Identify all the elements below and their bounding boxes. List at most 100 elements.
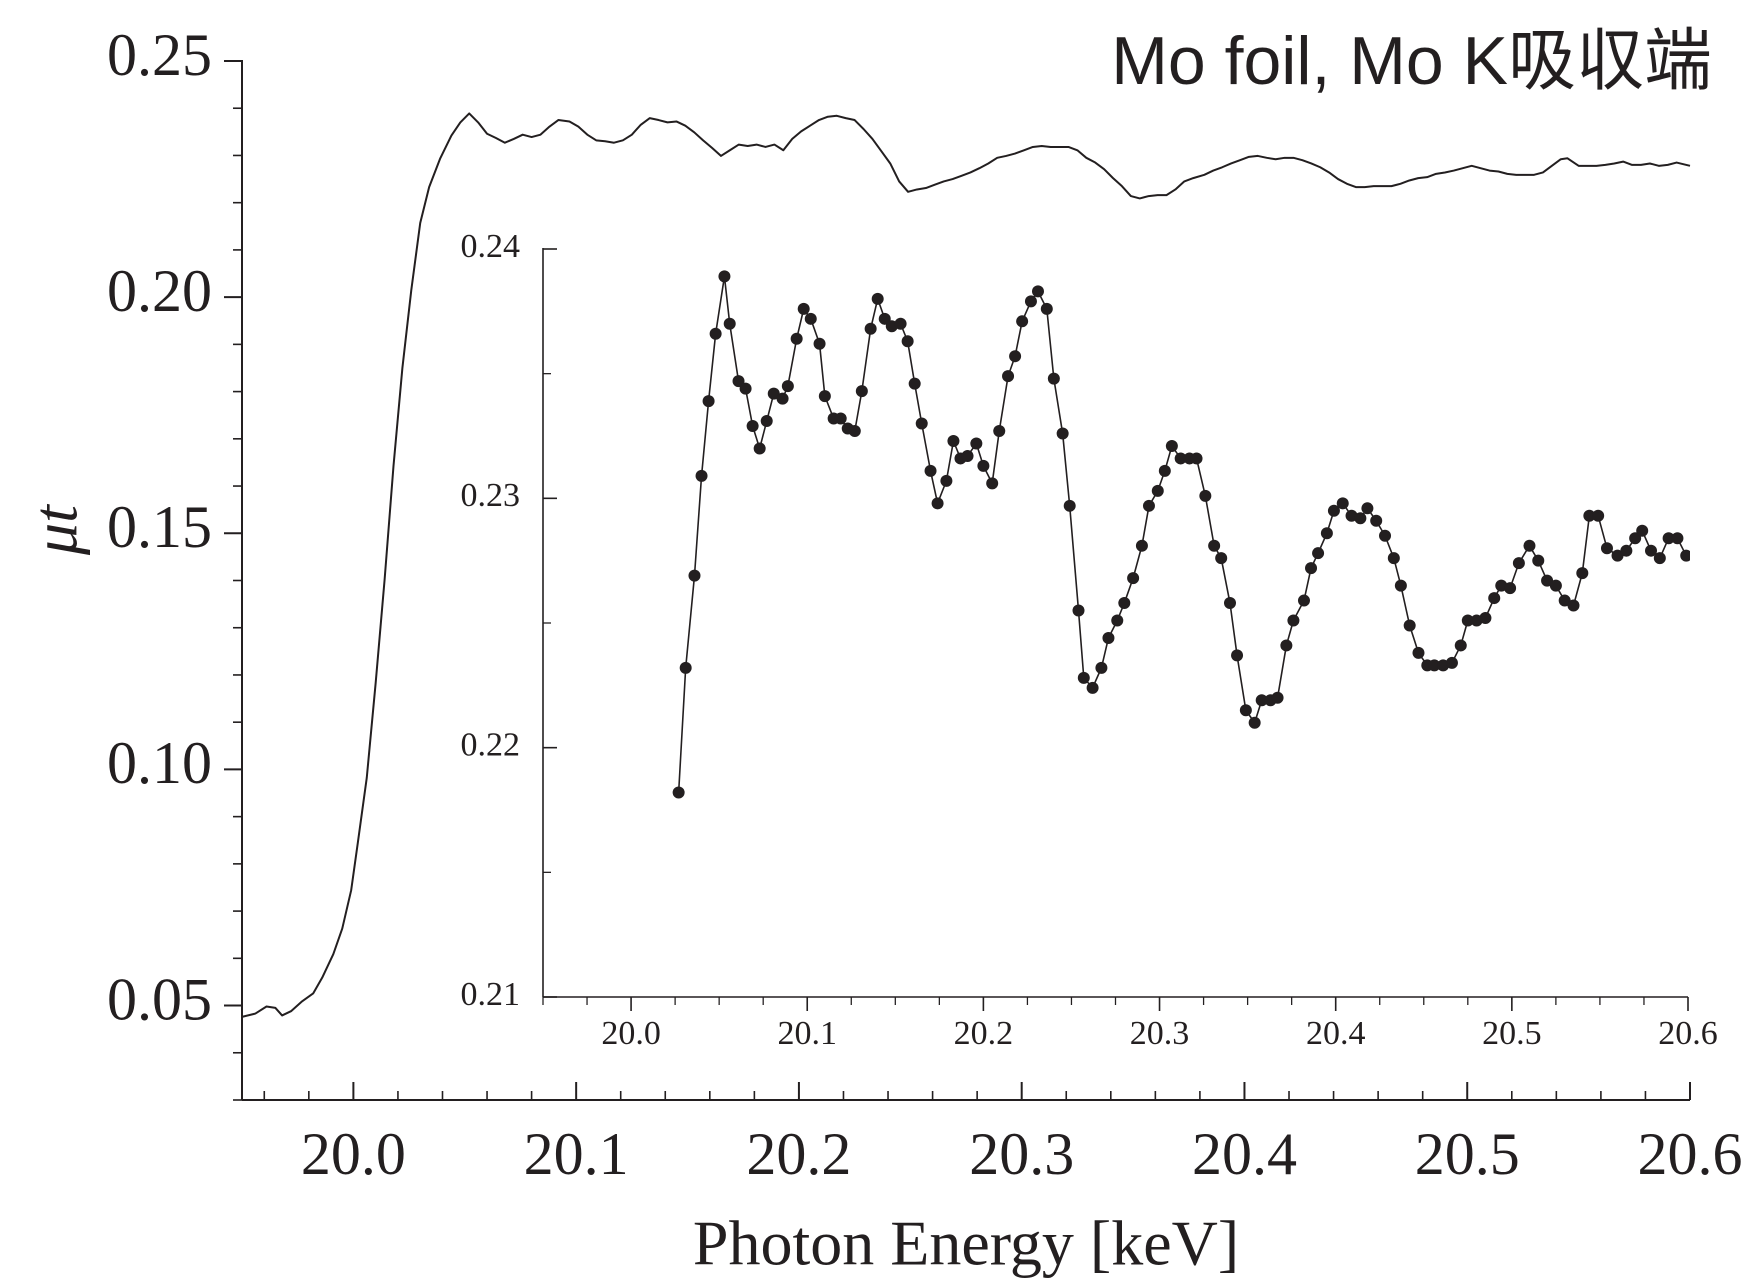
data-point <box>1541 574 1554 587</box>
data-point <box>1255 694 1268 707</box>
data-point <box>1165 439 1178 452</box>
data-point <box>1592 509 1605 522</box>
plot-area <box>672 270 1690 799</box>
data-line <box>677 275 1687 793</box>
data-line <box>241 112 1691 1018</box>
x-tick-label: 20.2 <box>746 1121 851 1187</box>
y-tick-label: 0.24 <box>461 228 521 265</box>
data-point <box>672 786 685 799</box>
x-tick-label: 20.1 <box>777 1015 837 1052</box>
data-point <box>1653 552 1666 565</box>
data-point <box>1567 599 1580 612</box>
y-tick-label: 0.15 <box>107 494 212 560</box>
x-tick-label: 20.0 <box>301 1121 406 1187</box>
data-point <box>1488 592 1501 605</box>
data-point <box>1231 649 1244 662</box>
data-point <box>688 569 701 582</box>
data-point <box>871 292 884 305</box>
data-point <box>1327 504 1340 517</box>
data-point <box>1102 631 1115 644</box>
data-point <box>1248 716 1261 729</box>
data-point <box>702 395 715 408</box>
data-point <box>1379 529 1392 542</box>
data-point <box>1629 532 1642 545</box>
data-point <box>908 377 921 390</box>
data-point <box>1127 572 1140 585</box>
data-point <box>1680 549 1690 562</box>
data-point <box>1532 554 1545 567</box>
data-point <box>1031 285 1044 298</box>
x-tick-label: 20.3 <box>969 1121 1074 1187</box>
data-point <box>767 387 780 400</box>
data-point <box>1583 509 1596 522</box>
data-point <box>1287 614 1300 627</box>
y-tick-label: 0.05 <box>107 966 212 1032</box>
data-point <box>970 437 983 450</box>
data-point <box>1461 614 1474 627</box>
data-point <box>1354 512 1367 525</box>
data-point <box>1086 681 1099 694</box>
x-tick-label: 20.2 <box>954 1015 1014 1052</box>
data-point <box>1224 597 1236 610</box>
data-point <box>1428 659 1441 672</box>
data-point <box>1151 484 1164 497</box>
x-axis-label: Photon Energy [keV] <box>693 1208 1239 1279</box>
data-point <box>776 392 789 405</box>
data-point <box>1336 497 1349 510</box>
data-point <box>695 469 708 482</box>
y-tick-label: 0.21 <box>461 976 521 1013</box>
data-point <box>1370 514 1383 527</box>
data-point <box>1512 557 1525 570</box>
data-point <box>1620 544 1633 557</box>
data-point <box>1135 539 1148 552</box>
x-tick-label: 20.6 <box>1638 1121 1742 1187</box>
data-point <box>1312 547 1325 560</box>
data-point <box>1077 671 1090 684</box>
data-point <box>961 449 974 462</box>
data-point <box>746 420 759 433</box>
data-point <box>940 474 953 487</box>
data-point <box>732 375 745 388</box>
data-point <box>760 415 773 428</box>
plot-area <box>241 112 1691 1018</box>
data-point <box>931 497 944 510</box>
data-point <box>1387 552 1400 565</box>
data-point <box>1479 612 1492 625</box>
x-tick-label: 20.0 <box>601 1015 661 1052</box>
x-tick-label: 20.4 <box>1192 1121 1297 1187</box>
data-point <box>1040 302 1053 315</box>
data-point <box>1671 532 1684 545</box>
data-point <box>1199 489 1212 502</box>
data-point <box>723 317 736 330</box>
data-point <box>781 380 794 393</box>
data-point <box>1523 539 1536 552</box>
data-point <box>993 425 1006 438</box>
data-point <box>1158 464 1171 477</box>
data-point <box>1056 427 1069 440</box>
y-tick-label: 0.22 <box>461 726 521 763</box>
data-point <box>1636 524 1649 537</box>
data-point <box>1239 704 1252 717</box>
data-point <box>1024 295 1037 308</box>
x-tick-label: 20.4 <box>1306 1015 1366 1052</box>
data-point <box>1072 604 1085 617</box>
data-point <box>1645 544 1658 557</box>
data-point <box>915 417 928 430</box>
data-point <box>1403 619 1416 632</box>
data-point <box>878 312 891 325</box>
data-point <box>1190 452 1203 465</box>
data-point <box>1600 542 1613 555</box>
x-tick-label: 20.3 <box>1130 1015 1190 1052</box>
data-point <box>1611 549 1624 562</box>
data-point <box>818 390 831 403</box>
data-point <box>790 332 803 345</box>
data-point <box>1454 639 1467 652</box>
data-point <box>797 302 810 315</box>
data-point <box>1280 639 1293 652</box>
data-point <box>1063 499 1076 512</box>
data-point <box>679 661 692 674</box>
data-point <box>848 425 861 438</box>
data-point <box>1002 370 1015 383</box>
x-tick-label: 20.6 <box>1658 1015 1718 1052</box>
data-point <box>1271 691 1284 704</box>
